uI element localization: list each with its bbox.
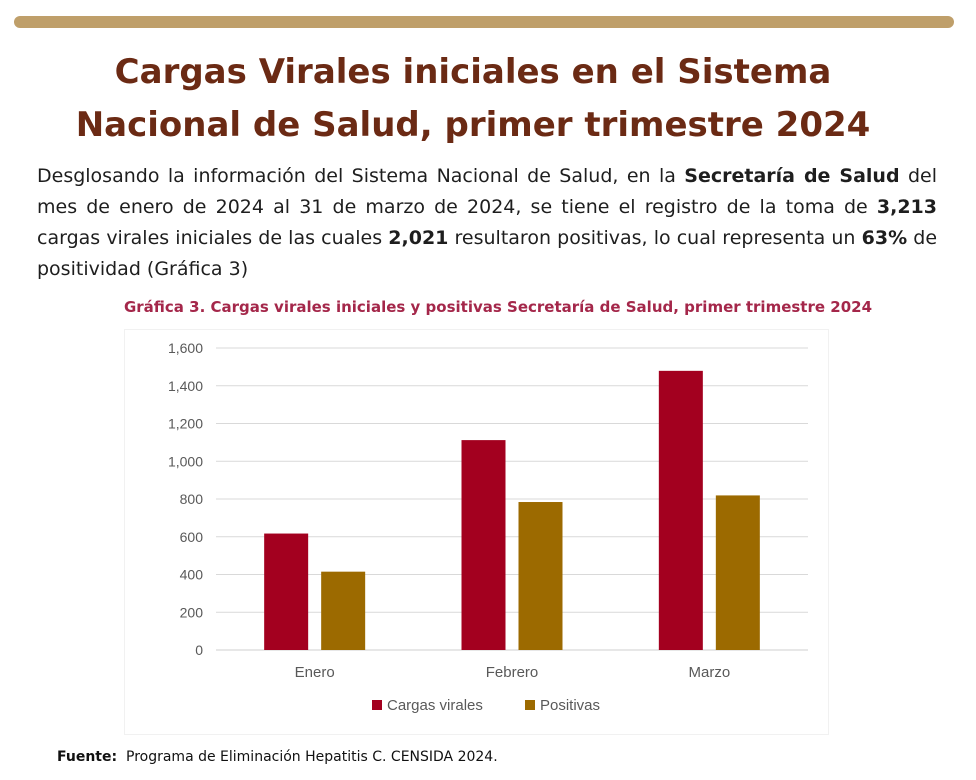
y-tick-label: 1,000 (168, 453, 203, 469)
bar (461, 440, 506, 650)
page-title-line-2: Nacional de Salud, primer trimestre 2024 (75, 105, 871, 145)
y-tick-label: 0 (195, 642, 203, 658)
chart-title: Gráfica 3. Cargas virales iniciales y po… (123, 298, 873, 316)
bar (321, 571, 366, 650)
y-tick-label: 1,600 (168, 340, 203, 356)
y-tick-label: 800 (180, 491, 204, 507)
intro-bold-1: Secretaría de Salud (684, 165, 900, 187)
intro-text-3: cargas virales iniciales de las cuales (37, 227, 389, 249)
bar (715, 495, 760, 650)
y-tick-label: 1,400 (168, 378, 203, 394)
intro-text-5: de positividad (Gráfica 3) (37, 227, 938, 280)
intro-text-4: resultaron positivas, lo cual representa… (448, 227, 862, 249)
y-tick-label: 400 (180, 567, 204, 583)
y-tick-label: 600 (180, 529, 204, 545)
bar (518, 502, 563, 650)
top-decorative-bar (14, 16, 954, 28)
y-tick-label: 1,200 (168, 416, 203, 432)
intro-bold-3: 2,021 (388, 227, 449, 249)
source-label: Fuente: (57, 749, 118, 765)
x-tick-label: Febrero (486, 664, 539, 681)
legend-swatch (372, 700, 382, 710)
legend-label: Cargas virales (387, 697, 483, 714)
bar-chart: 0 200 400 600 800 1,000 1,200 1,400 1,600 Enero Fe… (168, 340, 808, 714)
page-title-line-1: Cargas Virales iniciales en el Sistema (114, 52, 832, 92)
intro-text-1: Desglosando la información del Sistema N… (37, 165, 685, 187)
intro-bold-4: 63% (861, 227, 908, 249)
legend-label: Positivas (540, 697, 600, 714)
intro-paragraph: Desglosando la información del Sistema N… (37, 161, 937, 285)
bar (264, 533, 309, 650)
x-tick-label: Marzo (688, 664, 730, 681)
intro-text-2: del mes de enero de 2024 al 31 de marzo … (37, 165, 937, 218)
legend-swatch (525, 700, 535, 710)
source-text: Programa de Eliminación Hepatitis C. CEN… (126, 749, 498, 765)
y-tick-label: 200 (180, 604, 204, 620)
source-note: Fuente: Programa de Eliminación Hepatiti… (57, 749, 498, 765)
page-title: Cargas Virales iniciales en el Sistema N… (0, 46, 946, 152)
chart-container: 0 200 400 600 800 1,000 1,200 1,400 1,600 Enero Fe… (124, 329, 829, 735)
x-tick-label: Enero (295, 664, 335, 681)
intro-bold-2: 3,213 (876, 196, 937, 218)
bar (658, 370, 703, 650)
